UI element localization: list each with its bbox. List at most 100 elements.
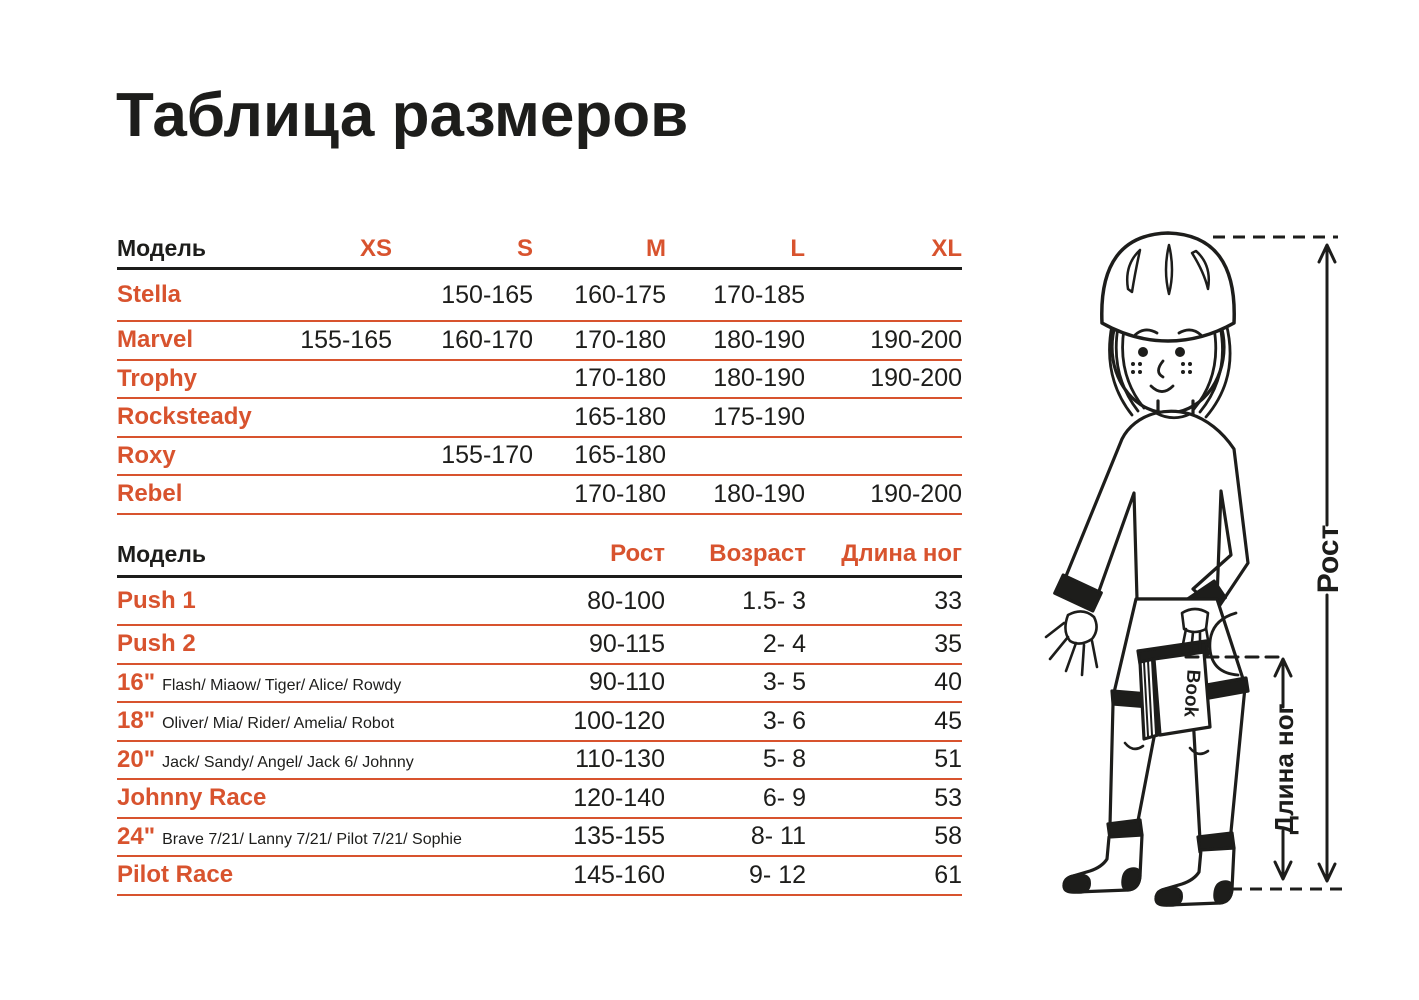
- pocket: [1208, 611, 1240, 677]
- column-header-xs: XS: [359, 234, 392, 262]
- table-row: Push 2 90-115 2- 4 35: [117, 626, 962, 665]
- table-row: Johnny Race 120-140 6- 9 53: [117, 780, 962, 819]
- model-name: 24" Brave 7/21/ Lanny 7/21/ Pilot 7/21/ S…: [117, 822, 462, 851]
- collar: [1154, 411, 1192, 420]
- model-label: 16": [117, 668, 156, 696]
- age-value: 3- 6: [762, 706, 806, 735]
- model-label: Johnny Race: [117, 784, 267, 812]
- table-row: Rocksteady 165-180 175-190: [117, 399, 962, 438]
- helmet-vent: [1126, 248, 1142, 294]
- wrist-cuff: [1053, 573, 1103, 613]
- right-hand: [1180, 607, 1211, 655]
- height-arrow: [1317, 243, 1337, 883]
- column-header-height: Рост: [610, 540, 665, 567]
- age-value: 9- 12: [749, 860, 806, 889]
- size-value: 170-180: [574, 364, 666, 393]
- table-row: 16" Flash/ Miaow/ Tiger/ Alice/ Rowdy 90-…: [117, 665, 962, 703]
- height-value: 135-155: [573, 822, 665, 851]
- height-value: 110-130: [575, 745, 665, 774]
- size-value: 165-180: [574, 441, 666, 470]
- adult-size-table-header-row: Модель XS S M L XL: [117, 230, 962, 270]
- leg-length-value: 58: [934, 822, 962, 851]
- table-row: Pilot Race 145-160 9- 12 61: [117, 857, 962, 896]
- left-hand: [1044, 610, 1099, 677]
- size-value: 180-190: [713, 364, 805, 393]
- arrowhead-down-icon: [1273, 860, 1293, 881]
- model-name: 20" Jack/ Sandy/ Angel/ Jack 6/ Johnny: [117, 746, 427, 774]
- leg-length-value: 45: [934, 706, 962, 735]
- size-value: 190-200: [870, 364, 962, 393]
- eyebrow: [1177, 328, 1203, 337]
- leg-length-value: 33: [934, 586, 962, 615]
- face-features: [1131, 328, 1203, 393]
- height-value: 100-120: [573, 706, 665, 735]
- size-value: 190-200: [870, 479, 962, 508]
- submodel-names: Brave 7/21/ Lanny 7/21/ Pilot 7/21/ Soph…: [162, 830, 462, 848]
- age-value: 6- 9: [762, 783, 806, 812]
- model-name: Trophy: [117, 364, 198, 392]
- leg-length-value: 53: [934, 783, 962, 812]
- model-name: Rocksteady: [117, 403, 252, 431]
- model-name: 18" Oliver/ Mia/ Rider/ Amelia/ Robot: [117, 707, 427, 735]
- height-value: 90-110: [589, 668, 665, 697]
- age-value: 2- 4: [762, 629, 806, 658]
- model-label: Push 2: [117, 630, 196, 658]
- table-row: Push 1 80-100 1.5- 3 33: [117, 578, 962, 626]
- size-value: 190-200: [870, 325, 962, 354]
- model-name: 16" Flash/ Miaow/ Tiger/ Alice/ Rowdy: [117, 669, 427, 697]
- model-name: Pilot Race: [117, 861, 427, 889]
- kids-size-table-header-row: Модель Рост Возраст Длина ног: [117, 533, 962, 578]
- column-header-leg-length: Длина ног: [841, 540, 962, 567]
- column-header-age: Возраст: [709, 540, 806, 567]
- eyebrow: [1133, 328, 1159, 337]
- age-value: 1.5- 3: [742, 586, 806, 615]
- size-value: 180-190: [713, 479, 805, 508]
- submodel-names: Flash/ Miaow/ Tiger/ Alice/ Rowdy: [162, 676, 402, 694]
- model-name: Rebel: [117, 480, 183, 508]
- height-value: 90-115: [589, 629, 665, 658]
- model-name: Marvel: [117, 326, 194, 354]
- column-header-model: Модель: [117, 235, 207, 261]
- size-value: 175-190: [713, 402, 805, 431]
- book-cover: [1152, 650, 1212, 737]
- child-illustration: Рост: [1044, 231, 1345, 907]
- submodel-names: Jack/ Sandy/ Angel/ Jack 6/ Johnny: [162, 753, 414, 771]
- size-value: 170-180: [574, 479, 666, 508]
- age-value: 3- 5: [762, 668, 806, 697]
- right-sock: [1154, 831, 1236, 907]
- size-value: 180-190: [713, 325, 805, 354]
- column-header-m: M: [646, 234, 666, 262]
- height-value: 80-100: [587, 586, 665, 615]
- table-row: Trophy 170-180 180-190 190-200: [117, 361, 962, 399]
- freckles: [1131, 362, 1192, 374]
- table-row: 18" Oliver/ Mia/ Rider/ Amelia/ Robot 100…: [117, 703, 962, 742]
- reference-dashed-lines: [1213, 235, 1342, 891]
- helmet-vent: [1164, 243, 1174, 296]
- column-header-l: L: [790, 234, 805, 262]
- table-row: Stella 150-165 160-175 170-185: [117, 270, 962, 322]
- model-label: 24": [117, 822, 156, 850]
- nose: [1157, 359, 1165, 379]
- arrowhead-up-icon: [1317, 243, 1337, 264]
- model-label: 20": [117, 745, 156, 773]
- smile: [1149, 384, 1175, 393]
- model-name: Stella: [117, 281, 182, 308]
- size-value: 155-170: [441, 441, 533, 470]
- leg-length-value: 40: [934, 668, 962, 697]
- shirt: [1062, 409, 1250, 613]
- leg-length-value: 51: [934, 745, 962, 774]
- model-label: Push 1: [117, 587, 196, 614]
- table-row: 20" Jack/ Sandy/ Angel/ Jack 6/ Johnny 11…: [117, 742, 962, 780]
- model-label: Pilot Race: [117, 861, 234, 889]
- age-value: 8- 11: [750, 822, 806, 851]
- hair: [1108, 321, 1232, 419]
- kids-size-table: Модель Рост Возраст Длина ног Push 1 80-…: [117, 533, 962, 896]
- leg-length-arrow: [1184, 655, 1293, 881]
- table-row: 24" Brave 7/21/ Lanny 7/21/ Pilot 7/21/ S…: [117, 819, 962, 857]
- model-name: Johnny Race: [117, 784, 427, 812]
- model-label: 18": [117, 707, 156, 735]
- helmet-vent: [1190, 249, 1210, 291]
- leg-length-label: Длина ног: [1269, 703, 1299, 834]
- size-value: 165-180: [574, 402, 666, 431]
- table-row: Rebel 170-180 180-190 190-200: [117, 476, 962, 515]
